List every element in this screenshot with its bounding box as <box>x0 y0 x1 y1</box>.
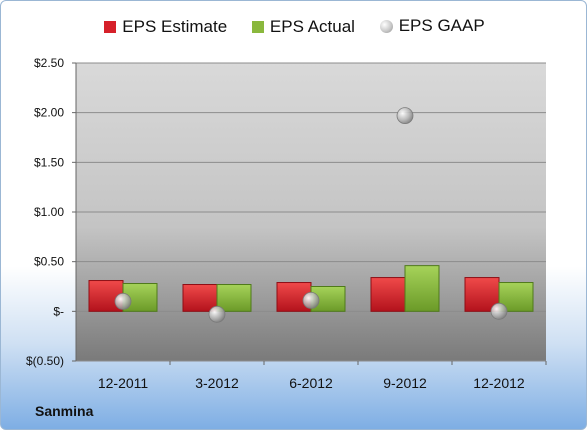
point-eps-gaap <box>114 292 132 310</box>
y-tick-label: $(0.50) <box>26 354 64 368</box>
legend-label-gaap: EPS GAAP <box>398 16 485 35</box>
y-tick-label: $- <box>53 304 64 318</box>
legend-item-actual: EPS Actual <box>251 16 355 37</box>
point-eps-gaap <box>490 302 508 320</box>
company-label: Sanmina <box>35 403 94 419</box>
y-tick-label: $1.00 <box>34 205 64 219</box>
point-eps-gaap <box>396 107 414 125</box>
point-eps-gaap <box>208 305 226 323</box>
y-tick-label: $2.00 <box>34 106 64 120</box>
legend: EPS Estimate EPS Actual EPS GAAP <box>1 16 586 38</box>
legend-item-gaap: EPS GAAP <box>379 16 485 36</box>
point-eps-gaap <box>302 292 320 309</box>
y-tick-label: $0.50 <box>34 255 64 269</box>
y-tick-label: $1.50 <box>34 155 64 169</box>
x-tick-label: 9-2012 <box>383 375 427 391</box>
x-tick-label: 12-2012 <box>473 375 525 391</box>
legend-label-actual: EPS Actual <box>269 16 355 36</box>
x-tick-label: 6-2012 <box>289 375 333 391</box>
legend-item-estimate: EPS Estimate <box>104 17 227 37</box>
x-tick-label: 3-2012 <box>195 375 239 391</box>
legend-label-estimate: EPS Estimate <box>122 16 228 36</box>
legend-swatch-actual <box>251 20 264 33</box>
y-tick-label: $2.50 <box>34 56 64 70</box>
legend-swatch-estimate <box>104 20 117 33</box>
bar-eps-estimate <box>370 277 406 312</box>
x-tick-label: 12-2011 <box>98 375 149 391</box>
bar-eps-estimate <box>182 284 218 312</box>
legend-swatch-gaap <box>379 19 393 33</box>
bar-eps-actual <box>216 284 252 312</box>
bar-eps-actual <box>404 265 440 312</box>
